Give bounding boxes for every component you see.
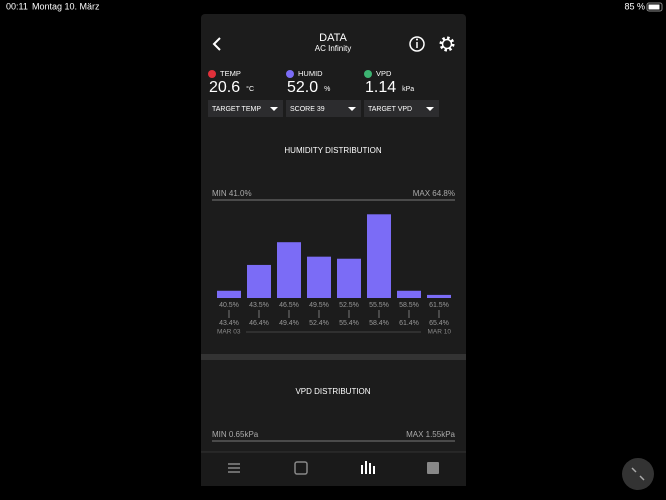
reading-label: TEMP [220, 69, 241, 78]
dropdown[interactable] [364, 100, 439, 117]
status-dot [286, 70, 294, 78]
dropdown-label: SCORE 39 [290, 106, 325, 113]
bar [367, 214, 391, 298]
reading-label: HUMID [298, 69, 323, 78]
min-label: MIN 41.0% [212, 189, 252, 198]
battery: 85 % [624, 1, 645, 11]
reading-label: VPD [376, 69, 392, 78]
bar [427, 294, 451, 298]
back-button[interactable] [212, 37, 221, 51]
dropdown-arrow [348, 107, 356, 111]
bar [337, 258, 361, 298]
reading-value: 52.0 [287, 79, 318, 96]
start-date: MAR 03 [217, 329, 241, 336]
bin-start: 40.5% [219, 302, 239, 309]
status-dot [364, 70, 372, 78]
bar [277, 242, 301, 298]
reading-unit: % [324, 86, 330, 93]
bin-end: 52.4% [309, 320, 329, 327]
separator [201, 354, 466, 360]
app-panel [201, 14, 466, 486]
settings-button[interactable] [439, 36, 455, 52]
bin-start: 55.5% [369, 302, 389, 309]
min-label: MIN 0.65kPa [212, 430, 259, 439]
tab-controls[interactable] [228, 463, 240, 473]
bin-start: 43.5% [249, 302, 269, 309]
bin-end: 61.4% [399, 320, 419, 327]
tab-data[interactable] [361, 461, 375, 474]
bin-start: 46.5% [279, 302, 299, 309]
section-title: HUMIDITY DISTRIBUTION [284, 146, 381, 155]
bin-end: 55.4% [339, 320, 359, 327]
section-title: VPD DISTRIBUTION [295, 387, 370, 396]
minimize-icon [631, 467, 645, 481]
bin-start: 49.5% [309, 302, 329, 309]
info-button[interactable] [409, 36, 425, 52]
bin-end: 65.4% [429, 320, 449, 327]
bin-start: 61.5% [429, 302, 449, 309]
bar [397, 290, 421, 298]
bin-end: 58.4% [369, 320, 389, 327]
max-label: MAX 1.55kPa [406, 430, 455, 439]
max-label: MAX 64.8% [413, 189, 455, 198]
date: Montag 10. März [32, 1, 100, 11]
dropdown-label: TARGET VPD [368, 106, 412, 113]
header-subtitle: AC Infinity [315, 44, 351, 53]
dropdown[interactable] [208, 100, 283, 117]
reading-value: 20.6 [209, 79, 240, 96]
minimize-button[interactable] [622, 458, 654, 490]
status-dot [208, 70, 216, 78]
tab-log[interactable] [427, 462, 439, 474]
bin-start: 58.5% [399, 302, 419, 309]
battery-level [648, 4, 660, 10]
dropdown-label: TARGET TEMP [212, 106, 261, 113]
header-title: DATA [319, 32, 347, 44]
time: 00:11 [6, 1, 28, 11]
bin-end: 49.4% [279, 320, 299, 327]
dropdown-arrow [426, 107, 434, 111]
reading-unit: °C [246, 85, 254, 93]
end-date: MAR 10 [428, 329, 452, 336]
bin-start: 52.5% [339, 302, 359, 309]
bar [307, 256, 331, 298]
bar [247, 264, 271, 298]
bin-end: 46.4% [249, 320, 269, 327]
reading-value: 1.14 [365, 79, 396, 96]
tab-bar [201, 452, 466, 486]
reading-unit: kPa [402, 86, 414, 93]
tab-device[interactable] [294, 461, 308, 475]
dropdown[interactable] [286, 100, 361, 117]
bar [217, 290, 241, 298]
bin-end: 43.4% [219, 320, 239, 327]
dropdown-arrow [270, 107, 278, 111]
battery-icon [646, 2, 663, 12]
